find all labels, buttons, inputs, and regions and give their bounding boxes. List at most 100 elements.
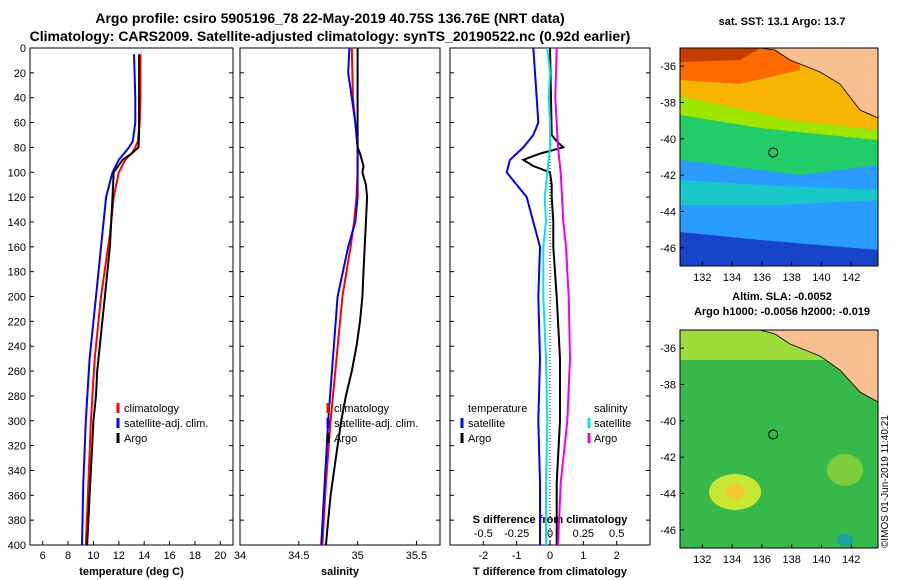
x-axis-label: salinity <box>321 566 360 578</box>
series-argo <box>324 48 369 546</box>
legend-label: Argo <box>334 433 357 445</box>
argo-position-marker <box>768 147 779 158</box>
sla-map-title: Altim. SLA: -0.0052 <box>732 291 832 303</box>
x-tick-label: 0 <box>547 550 553 562</box>
depth-tick-label: 200 <box>8 292 26 304</box>
map-lon-label: 132 <box>693 272 711 284</box>
imos-timestamp: ©IMOS 01-Jun-2019 11:40:21 <box>880 415 891 548</box>
sst-cyan-band <box>680 180 878 205</box>
series-s-satellite <box>542 47 552 545</box>
map-lon-label: 138 <box>782 554 800 566</box>
depth-tick-label: 320 <box>8 441 26 453</box>
map-lat-label: -42 <box>660 170 676 182</box>
sla-anomaly-cool <box>837 534 853 546</box>
depth-tick-label: 340 <box>8 465 26 477</box>
x-tick-label: 35 <box>352 550 364 562</box>
x-tick-label: 12 <box>113 550 125 562</box>
depth-tick-label: 260 <box>8 366 26 378</box>
x-tick-label: -2 <box>478 550 488 562</box>
map-lat-label: -36 <box>660 61 676 73</box>
depth-tick-label: 240 <box>8 341 26 353</box>
depth-tick-label: 40 <box>14 93 26 105</box>
sst-coastline <box>759 48 878 119</box>
title-line-2: Climatology: CARS2009. Satellite-adjuste… <box>29 28 631 44</box>
series-s-argo <box>554 47 572 546</box>
x-tick-label: 10 <box>87 550 99 562</box>
x-tick-label: 20 <box>214 550 226 562</box>
x-tick-label: -1 <box>512 550 522 562</box>
x-tick-label: 16 <box>163 550 175 562</box>
map-lat-label: -46 <box>660 243 676 255</box>
panel-salinity: 34 34.5 35 35.5 salinity climatology satellite… <box>234 47 441 578</box>
map-lon-label: 134 <box>723 554 741 566</box>
map-lon-label: 136 <box>753 272 771 284</box>
sst-deepblue-band <box>680 232 878 266</box>
legend-label: Argo <box>594 433 617 445</box>
depth-tick-label: 120 <box>8 192 26 204</box>
depth-tick-label: 400 <box>8 540 26 552</box>
legend-label: Argo <box>124 433 147 445</box>
sla-map-subtitle: Argo h1000: -0.0056 h2000: -0.019 <box>694 306 870 318</box>
s-tick-label: 0.5 <box>609 528 624 540</box>
x-tick-label: 14 <box>138 550 150 562</box>
sst-red-band <box>680 48 760 62</box>
legend-salinity-title: salinity <box>594 403 628 415</box>
map-lat-label: -44 <box>660 489 676 501</box>
map-lon-label: 142 <box>842 272 860 284</box>
x-tick-label: 2 <box>614 550 620 562</box>
map-lon-label: 140 <box>812 272 830 284</box>
depth-tick-label: 140 <box>8 217 26 229</box>
sla-map-frame <box>679 329 879 549</box>
sst-green-band <box>680 115 878 175</box>
depth-tick-label: 100 <box>8 167 26 179</box>
s-axis-label: S difference from climatology <box>473 514 629 526</box>
legend-label: satellite-adj. clim. <box>124 418 208 430</box>
legend-label: satellite-adj. clim. <box>334 418 418 430</box>
series-argo <box>86 54 141 546</box>
depth-tick-label: 380 <box>8 515 26 527</box>
argo-position-marker <box>768 429 779 440</box>
x-tick-label: 8 <box>65 550 71 562</box>
map-lat-label: -46 <box>660 525 676 537</box>
legend-temperature-title: temperature <box>468 403 527 415</box>
sla-anomaly-east <box>827 454 863 486</box>
title-line-1: Argo profile: csiro 5905196_78 22-May-20… <box>95 10 565 26</box>
map-lat-label: -40 <box>660 416 676 428</box>
panel-difference: -2 -1 0 1 2 T difference from climatology -0.5… <box>449 47 651 578</box>
x-tick-label: 1 <box>580 550 586 562</box>
depth-tick-label: 280 <box>8 391 26 403</box>
panel-temperature: 6 8 10 12 14 16 18 20 temperature (deg C) climato… <box>29 47 234 578</box>
s-tick-label: 0 <box>547 528 553 540</box>
depth-tick-label: 220 <box>8 316 26 328</box>
sst-land <box>760 48 878 118</box>
depth-tick-label: 360 <box>8 490 26 502</box>
legend-label: climatology <box>334 403 390 415</box>
x-axis-label: temperature (deg C) <box>79 566 184 578</box>
map-lon-label: 136 <box>753 554 771 566</box>
depth-tick-label: 180 <box>8 267 26 279</box>
x-tick-label: 35.5 <box>406 550 427 562</box>
sla-anomaly-core <box>725 484 745 500</box>
panel-frame <box>239 47 441 546</box>
depth-tick-label: 160 <box>8 242 26 254</box>
map-lat-label: -38 <box>660 98 676 110</box>
x-axis-label: T difference from climatology <box>473 566 628 578</box>
x-tick-label: 18 <box>189 550 201 562</box>
legend-label: Argo <box>468 433 491 445</box>
s-tick-label: 0.25 <box>573 528 594 540</box>
s-tick-label: -0.5 <box>474 528 493 540</box>
map-lon-label: 132 <box>693 554 711 566</box>
series-satellite-adj-clim- <box>81 54 137 546</box>
map-lat-label: -44 <box>660 207 676 219</box>
map-lon-label: 134 <box>723 272 741 284</box>
sst-map: 132 134 136 138 140 142 -36 -38 -40 -42 -44 -46 sa… <box>660 16 879 284</box>
s-tick-label: -0.25 <box>504 528 529 540</box>
series-t-satellite <box>505 47 542 545</box>
sla-argo-marker <box>768 429 779 440</box>
legend-label: satellite <box>468 418 505 430</box>
map-lat-label: -36 <box>660 343 676 355</box>
map-lat-label: -42 <box>660 452 676 464</box>
map-lon-label: 142 <box>842 554 860 566</box>
sla-land <box>760 330 878 402</box>
